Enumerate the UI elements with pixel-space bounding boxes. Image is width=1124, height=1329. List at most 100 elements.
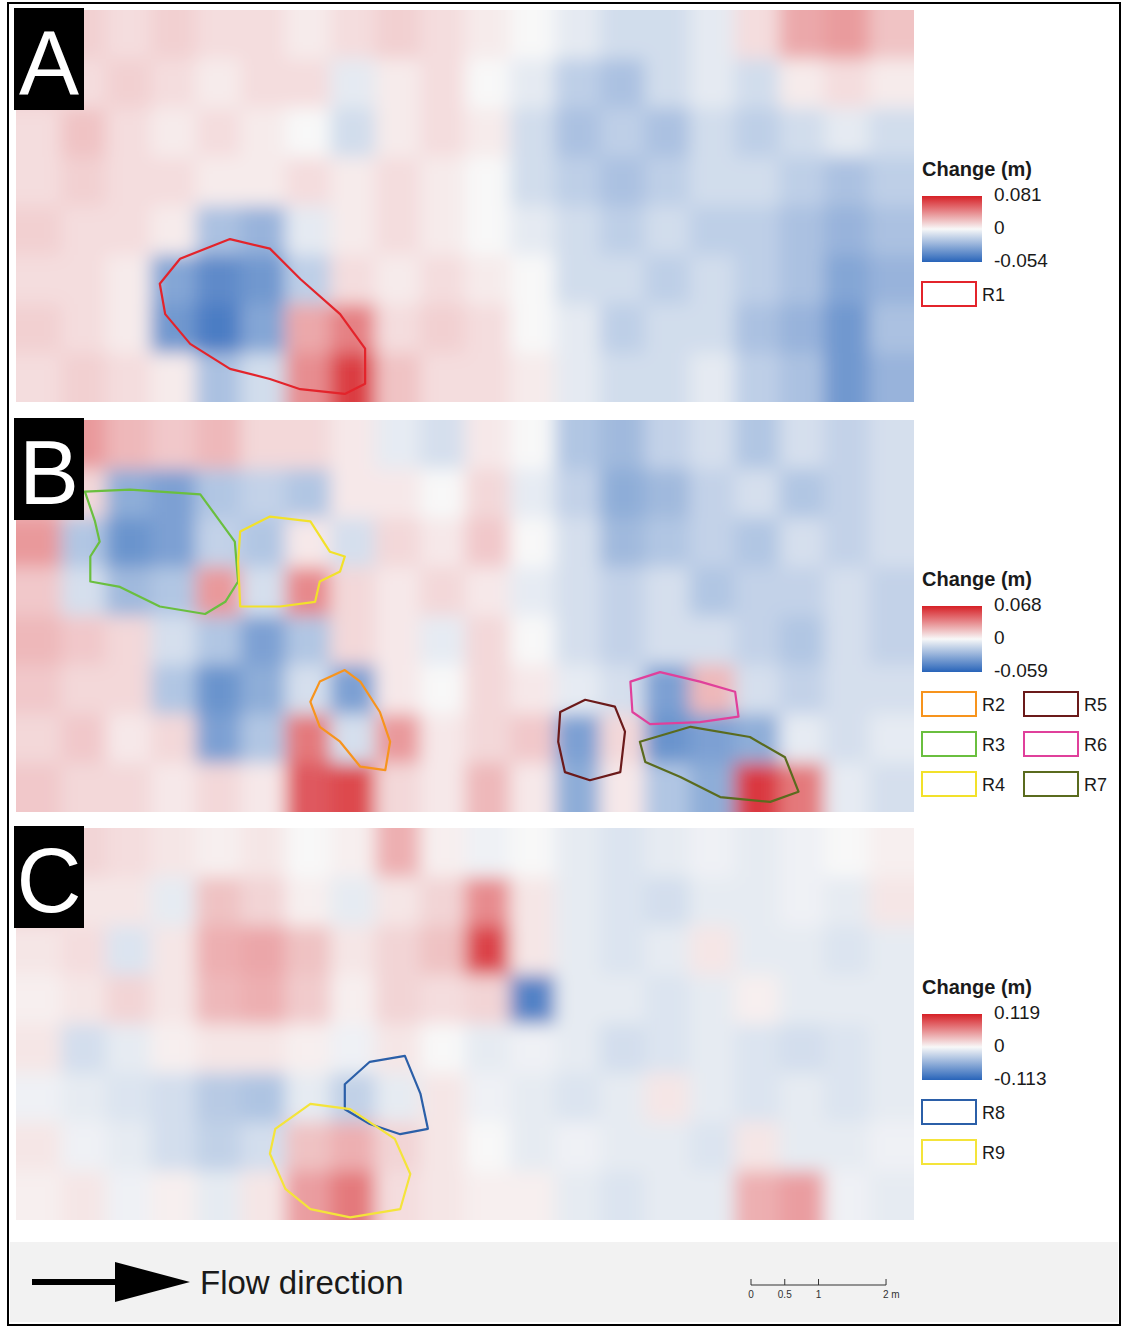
raster-cell	[555, 1024, 601, 1074]
raster-cell	[285, 10, 331, 60]
raster-cell	[465, 157, 511, 207]
raster-cell	[510, 469, 556, 519]
raster-cell	[375, 108, 421, 158]
panel-letter: A	[19, 13, 79, 113]
raster-cell	[151, 353, 197, 402]
region-outline	[630, 672, 738, 724]
legend-label: R8	[982, 1103, 1005, 1123]
raster-cell	[285, 714, 331, 764]
raster-cell	[196, 255, 242, 305]
raster-cell	[600, 518, 646, 568]
legend-swatch	[922, 282, 976, 306]
raster-cell	[61, 567, 107, 617]
raster-cell	[555, 665, 601, 715]
raster-cell	[285, 975, 331, 1025]
raster-cell	[645, 304, 691, 354]
raster-cell	[869, 926, 914, 976]
raster-cell	[151, 714, 197, 764]
raster-cell	[510, 926, 556, 976]
raster-cell	[151, 304, 197, 354]
raster-cell	[734, 157, 780, 207]
raster-cell	[600, 616, 646, 666]
raster-cell	[734, 665, 780, 715]
raster-cell	[734, 469, 780, 519]
raster-cell	[824, 1122, 870, 1172]
raster-cell	[734, 518, 780, 568]
colorbar-tick-label: 0.068	[994, 594, 1042, 615]
scale-bar-label: 0.5	[778, 1289, 792, 1300]
raster-cell	[420, 1171, 466, 1220]
raster-cell	[330, 10, 376, 60]
raster-cell	[465, 206, 511, 256]
raster-cell	[869, 108, 914, 158]
legend-swatch	[1024, 732, 1078, 756]
panel-letter: B	[19, 423, 79, 523]
raster-cell	[330, 518, 376, 568]
raster-cell	[151, 828, 197, 878]
legend-swatch	[922, 1100, 976, 1124]
raster-cell	[330, 1171, 376, 1220]
raster-cell	[241, 157, 287, 207]
raster-cell	[779, 714, 825, 764]
raster-cell	[285, 877, 331, 927]
raster-cell	[824, 157, 870, 207]
raster-cell	[61, 304, 107, 354]
raster-cell	[285, 469, 331, 519]
raster-cell	[375, 665, 421, 715]
raster-cell	[690, 353, 736, 402]
raster-cell	[824, 975, 870, 1025]
raster-cell	[869, 59, 914, 109]
raster-cell	[196, 926, 242, 976]
raster-cell	[285, 926, 331, 976]
raster-cell	[600, 665, 646, 715]
raster-cell	[779, 1122, 825, 1172]
raster-cell	[151, 1073, 197, 1123]
raster-cell	[555, 1171, 601, 1220]
raster-cell	[824, 304, 870, 354]
raster-cell	[510, 255, 556, 305]
raster-cell	[690, 304, 736, 354]
scale-bar-label: 2 m	[883, 1289, 900, 1300]
raster-cell	[106, 108, 152, 158]
legend-label: R9	[982, 1143, 1005, 1163]
raster-cell	[555, 255, 601, 305]
raster-cell	[151, 616, 197, 666]
regions	[85, 490, 799, 802]
raster-cell	[779, 518, 825, 568]
raster-cell	[106, 420, 152, 470]
raster-cell	[869, 304, 914, 354]
raster-cell	[465, 828, 511, 878]
raster-cell	[645, 1171, 691, 1220]
raster-cell	[420, 714, 466, 764]
raster-cell	[779, 877, 825, 927]
raster-cell	[510, 304, 556, 354]
raster-cell	[375, 157, 421, 207]
raster-cell	[285, 1024, 331, 1074]
raster-cell	[779, 353, 825, 402]
raster-cell	[420, 255, 466, 305]
raster-cell	[16, 108, 62, 158]
raster-cell	[690, 255, 736, 305]
raster-cell	[555, 1073, 601, 1123]
raster-cell	[241, 1024, 287, 1074]
raster-cell	[16, 206, 62, 256]
raster-cell	[106, 1024, 152, 1074]
raster-cell	[645, 926, 691, 976]
raster-cell	[465, 975, 511, 1025]
raster-cell	[779, 10, 825, 60]
raster-cell	[734, 206, 780, 256]
raster-cell	[869, 975, 914, 1025]
raster-cell	[734, 763, 780, 812]
raster-cell	[61, 353, 107, 402]
raster-cell	[645, 665, 691, 715]
raster-cell	[196, 1073, 242, 1123]
raster-cell	[555, 828, 601, 878]
raster-cell	[600, 975, 646, 1025]
raster-cell	[465, 714, 511, 764]
raster-cell	[151, 59, 197, 109]
raster-cell	[645, 828, 691, 878]
raster-cell	[824, 1073, 870, 1123]
raster-cell	[241, 420, 287, 470]
raster-cell	[151, 1122, 197, 1172]
raster-cell	[690, 975, 736, 1025]
